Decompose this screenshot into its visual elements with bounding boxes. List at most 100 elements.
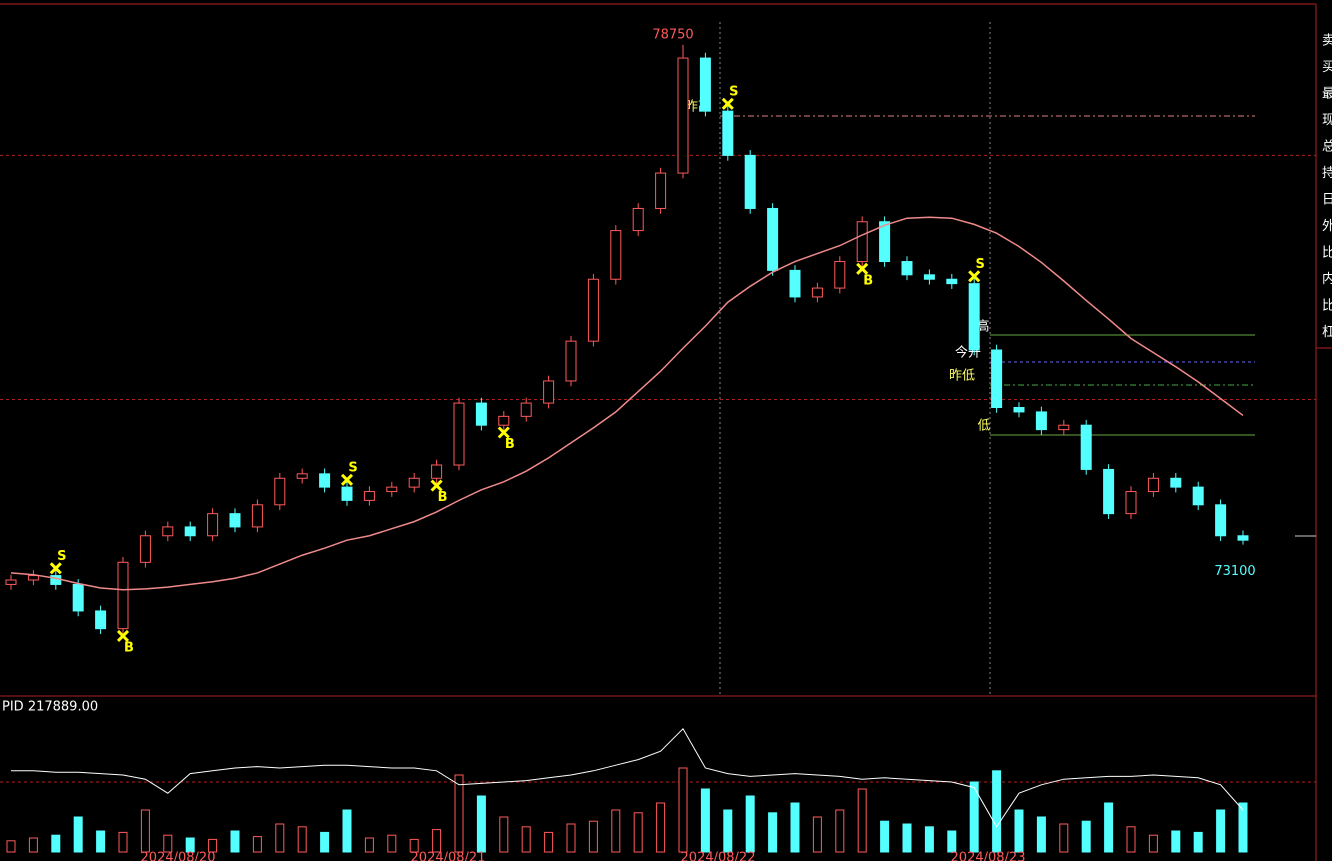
signal-label: B: [124, 640, 134, 655]
volume-bar: [96, 830, 106, 853]
candle-body: [207, 513, 219, 537]
annotation: 高: [976, 319, 989, 335]
pid-line: [11, 727, 1244, 828]
signal-cross: [497, 426, 510, 439]
volume-bar: [768, 812, 778, 853]
candle-body: [431, 464, 443, 479]
signal-cross: [856, 262, 869, 275]
candle-body: [72, 583, 84, 612]
side-label: 内: [1322, 271, 1332, 287]
volume-bar: [1014, 809, 1024, 853]
candle-body: [50, 575, 62, 585]
candle-body: [363, 491, 375, 501]
x-tick-label: 2024/08/22: [681, 851, 756, 861]
candle-body: [767, 207, 779, 271]
volume-bar: [320, 831, 330, 853]
volume-bar: [656, 802, 666, 853]
candle-body: [274, 477, 286, 506]
volume-bar: [902, 823, 912, 853]
volume-bar: [700, 788, 710, 853]
signal-cross: [340, 473, 354, 486]
volume-bar: [409, 838, 419, 853]
x-tick-label: 2024/08/20: [141, 851, 216, 861]
candle-body: [543, 380, 555, 404]
signal-cross: [721, 97, 734, 110]
low-label: 73100: [1214, 564, 1255, 579]
side-label: 持: [1322, 166, 1332, 181]
volume-bar: [499, 816, 509, 853]
candle-body: [162, 526, 174, 537]
volume-bar: [1171, 830, 1181, 853]
volume-bar: [476, 795, 486, 853]
candle-body: [1125, 491, 1137, 515]
candle-body: [453, 402, 465, 466]
volume-bar: [1036, 816, 1046, 853]
candle-body: [811, 287, 823, 298]
candle-body: [117, 561, 129, 630]
side-label: 外: [1322, 219, 1332, 234]
x-tick-label: 2024/08/21: [411, 851, 486, 861]
volume-bar: [73, 816, 83, 853]
signal-label: S: [976, 257, 985, 272]
candle-body: [95, 610, 107, 630]
volume-bar: [521, 826, 531, 853]
signal-label: S: [729, 84, 738, 99]
volume-bar: [454, 774, 464, 853]
candle-body: [1147, 477, 1159, 493]
volume-bar: [1193, 831, 1203, 853]
volume-bar: [947, 830, 957, 853]
signal-label: S: [57, 549, 66, 564]
signal-label: B: [505, 437, 515, 452]
x-tick-label: 2024/08/23: [951, 851, 1026, 861]
volume-bar: [1148, 834, 1158, 853]
candle-body: [991, 349, 1003, 408]
volume-bar: [678, 767, 688, 853]
signal-cross: [116, 629, 130, 643]
volume-bar: [992, 770, 1002, 853]
signal-cross: [968, 270, 981, 283]
volume-bar: [185, 837, 195, 853]
volume-bar: [745, 795, 755, 853]
candle-body: [946, 278, 958, 285]
candle-body: [498, 415, 510, 426]
signal-cross: [49, 562, 62, 575]
candle-body: [655, 172, 667, 209]
side-label: 杠: [1322, 324, 1332, 340]
candle-body: [386, 486, 398, 493]
candle-body: [923, 274, 935, 280]
volume-bar: [566, 823, 576, 853]
candle-body: [722, 110, 734, 156]
volume-bar: [1238, 802, 1248, 853]
volume-bar: [230, 830, 240, 853]
volume-bar: [633, 812, 643, 853]
signal-cross: [430, 479, 443, 492]
candle-body: [139, 535, 151, 563]
volume-bar: [1081, 820, 1091, 853]
signal-label: B: [863, 273, 873, 288]
candle-body: [408, 477, 420, 488]
volume-bar: [163, 834, 173, 853]
candle-body: [677, 57, 689, 174]
volume-bar: [342, 809, 352, 853]
volume-bar: [544, 831, 554, 853]
side-label: 卖: [1322, 34, 1332, 49]
side-label: 现: [1322, 113, 1332, 128]
side-label: 买: [1322, 60, 1332, 75]
candle-body: [968, 283, 980, 351]
candle-body: [879, 221, 891, 263]
moving-average: [10, 216, 1244, 591]
candle-body: [251, 504, 263, 528]
side-label: 日: [1322, 193, 1332, 208]
candle-body: [475, 402, 487, 426]
candle-body: [632, 207, 644, 232]
candle-body: [587, 278, 599, 342]
candle-body: [1080, 424, 1092, 470]
volume-bar: [924, 826, 934, 853]
candle-body: [229, 513, 241, 528]
volume-bar: [790, 802, 800, 853]
candle-body: [1013, 407, 1025, 413]
volume-bar: [387, 834, 397, 853]
volume-bar: [1104, 802, 1114, 853]
